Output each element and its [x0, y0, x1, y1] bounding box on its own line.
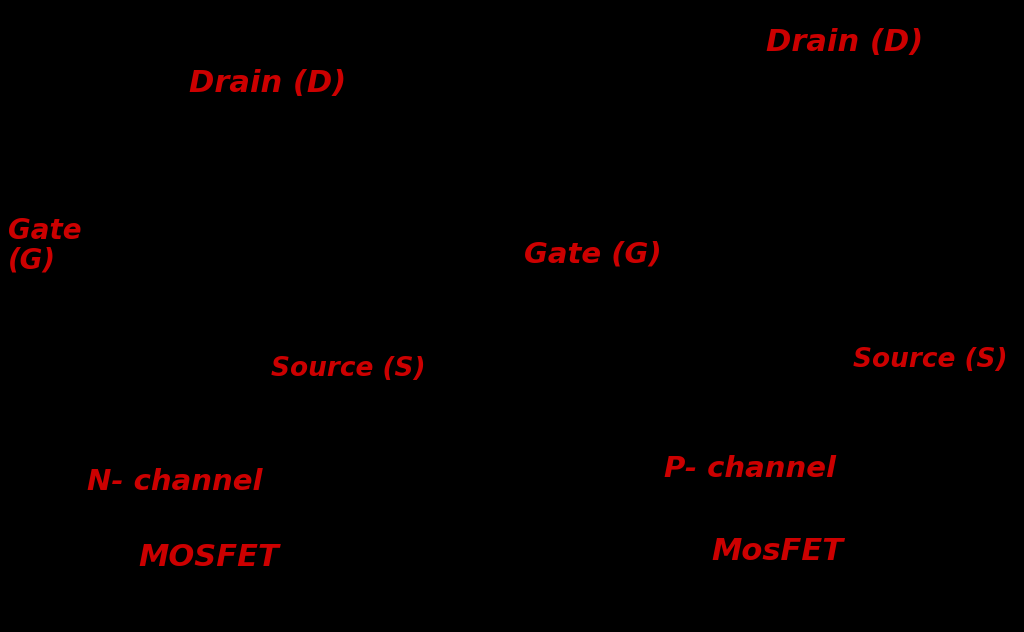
Text: Drain (D): Drain (D)	[766, 28, 924, 57]
Text: Source (S): Source (S)	[853, 347, 1008, 373]
Text: Gate
(G): Gate (G)	[8, 217, 82, 275]
Text: MOSFET: MOSFET	[138, 543, 279, 572]
Text: P- channel: P- channel	[664, 456, 836, 483]
Text: MosFET: MosFET	[712, 537, 844, 566]
Text: Source (S): Source (S)	[271, 356, 426, 382]
Text: N- channel: N- channel	[87, 468, 262, 496]
Text: Drain (D): Drain (D)	[189, 69, 347, 98]
Text: Gate (G): Gate (G)	[524, 241, 662, 269]
